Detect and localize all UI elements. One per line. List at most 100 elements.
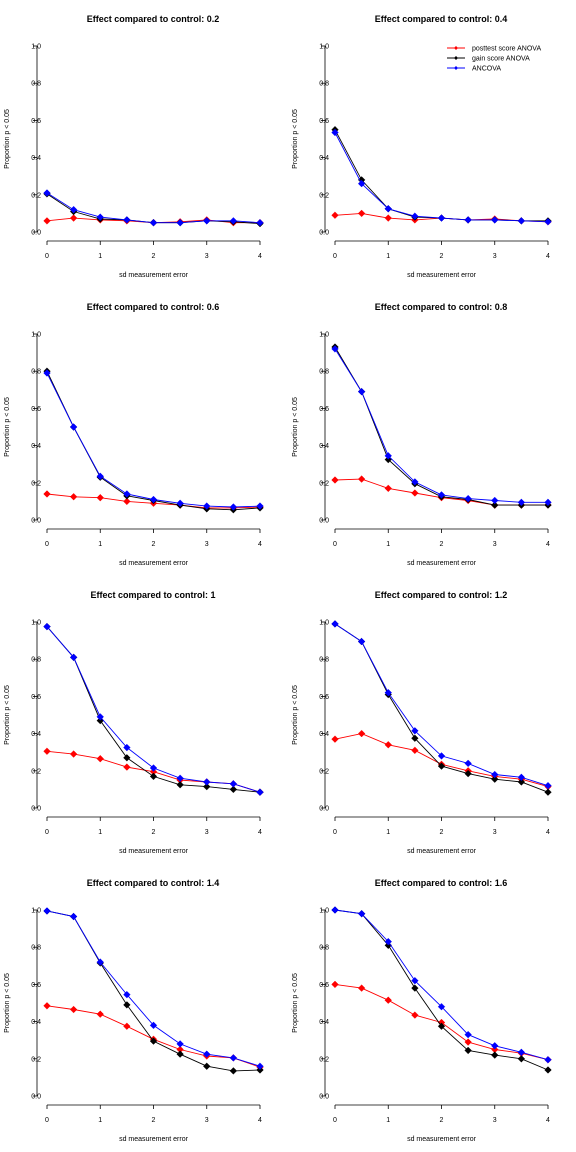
- y-tick-label: 1.0: [319, 44, 329, 51]
- data-point-posttest: [411, 489, 419, 497]
- panel-title: Effect compared to control: 0.2: [87, 14, 220, 24]
- x-tick-label: 2: [152, 253, 156, 260]
- y-tick-label: 0.4: [31, 1019, 41, 1026]
- y-tick-label: 0.8: [319, 369, 329, 376]
- data-point-ancova: [123, 490, 131, 498]
- data-point-ancova: [517, 1048, 526, 1056]
- y-tick-label: 0.0: [31, 1094, 41, 1101]
- y-tick-label: 0.6: [31, 982, 41, 989]
- x-tick-label: 0: [45, 541, 49, 548]
- data-point-ancova: [331, 128, 339, 137]
- y-tick-label: 0.6: [319, 982, 329, 989]
- y-tick-label: 0.4: [319, 1019, 329, 1026]
- data-point-posttest: [384, 484, 392, 493]
- x-tick-label: 4: [546, 1117, 550, 1124]
- legend-label: posttest score ANOVA: [472, 46, 541, 53]
- series-line-gain: [46, 371, 261, 511]
- x-tick-label: 1: [98, 253, 102, 260]
- data-point-posttest: [96, 493, 104, 502]
- data-point-ancova: [229, 780, 238, 788]
- data-point-posttest: [96, 755, 104, 763]
- data-point-posttest: [43, 217, 51, 225]
- legend-label: ANCOVA: [472, 66, 501, 73]
- data-point-gain: [517, 778, 526, 786]
- y-tick-label: 0.2: [319, 480, 329, 487]
- data-point-ancova: [123, 743, 131, 752]
- y-axis-label: Proportion p < 0.05: [4, 109, 11, 169]
- data-point-posttest: [331, 476, 339, 484]
- y-tick-label: 1.0: [319, 620, 329, 627]
- data-point-ancova: [357, 179, 366, 188]
- data-point-ancova: [256, 788, 264, 796]
- y-tick-label: 0.8: [319, 81, 329, 88]
- x-tick-label: 1: [386, 253, 390, 260]
- data-point-ancova: [411, 727, 419, 735]
- y-tick-label: 0.0: [319, 806, 329, 813]
- x-tick-label: 3: [205, 1117, 209, 1124]
- chart-panel: Effect compared to control: 1.2 Proportio…: [292, 590, 552, 855]
- y-tick-label: 0.4: [319, 731, 329, 738]
- y-tick-label: 0.8: [31, 945, 41, 952]
- data-point-ancova: [384, 688, 392, 697]
- x-axis-label: sd measurement error: [119, 848, 189, 855]
- data-point-gain: [491, 1051, 499, 1059]
- panel-title: Effect compared to control: 1: [90, 590, 215, 600]
- x-tick-label: 1: [386, 541, 390, 548]
- y-tick-label: 0.4: [31, 731, 41, 738]
- legend-label: gain score ANOVA: [472, 56, 530, 63]
- data-point-ancova: [384, 937, 392, 946]
- data-point-ancova: [544, 1056, 552, 1064]
- y-tick-label: 0.8: [31, 369, 41, 376]
- data-point-gain: [411, 984, 419, 992]
- x-tick-label: 2: [440, 1117, 444, 1124]
- data-point-gain: [203, 782, 211, 791]
- data-point-gain: [464, 769, 472, 778]
- panel-title: Effect compared to control: 0.6: [87, 302, 220, 312]
- y-tick-label: 0.6: [31, 694, 41, 701]
- data-point-posttest: [384, 996, 392, 1004]
- x-tick-label: 4: [546, 829, 550, 836]
- data-point-posttest: [331, 735, 339, 743]
- data-point-gain: [437, 1022, 446, 1030]
- data-point-ancova: [123, 216, 131, 224]
- y-tick-label: 0.4: [319, 155, 329, 162]
- data-point-ancova: [43, 369, 51, 377]
- data-point-ancova: [357, 387, 366, 396]
- chart-panel: Effect compared to control: 1.4 Proportio…: [4, 878, 264, 1143]
- data-point-gain: [464, 1046, 472, 1055]
- y-tick-label: 0.8: [319, 945, 329, 952]
- data-point-ancova: [149, 495, 158, 504]
- y-tick-label: 0.2: [319, 768, 329, 775]
- series-line-gain: [46, 910, 261, 1072]
- data-point-ancova: [331, 620, 339, 628]
- data-point-ancova: [256, 1062, 264, 1070]
- data-point-posttest: [357, 475, 366, 483]
- data-point-gain: [544, 788, 552, 796]
- x-tick-label: 3: [493, 253, 497, 260]
- chart-panel: Effect compared to control: 1.6 Proportio…: [292, 878, 552, 1143]
- data-point-gain: [123, 754, 131, 762]
- x-axis-label: sd measurement error: [407, 272, 477, 279]
- y-tick-label: 0.2: [31, 768, 41, 775]
- chart-panel: Effect compared to control: 1 Proportion …: [4, 590, 264, 855]
- data-point-gain: [491, 501, 499, 509]
- data-point-ancova: [464, 216, 472, 224]
- x-tick-label: 1: [386, 1117, 390, 1124]
- data-point-ancova: [229, 217, 238, 225]
- x-tick-label: 3: [205, 253, 209, 260]
- y-axis-label: Proportion p < 0.05: [292, 685, 299, 745]
- y-tick-label: 0.0: [31, 806, 41, 813]
- x-tick-label: 3: [493, 541, 497, 548]
- data-point-gain: [229, 785, 238, 794]
- data-point-gain: [517, 1055, 526, 1063]
- data-point-gain: [437, 762, 446, 770]
- legend-marker: [454, 46, 458, 50]
- data-point-posttest: [43, 1002, 51, 1010]
- data-point-ancova: [411, 976, 419, 985]
- data-point-posttest: [384, 214, 392, 222]
- y-tick-label: 0.2: [31, 1056, 41, 1063]
- data-point-posttest: [411, 1011, 419, 1019]
- data-point-ancova: [411, 212, 419, 220]
- data-point-ancova: [437, 491, 446, 499]
- y-tick-label: 0.4: [319, 443, 329, 450]
